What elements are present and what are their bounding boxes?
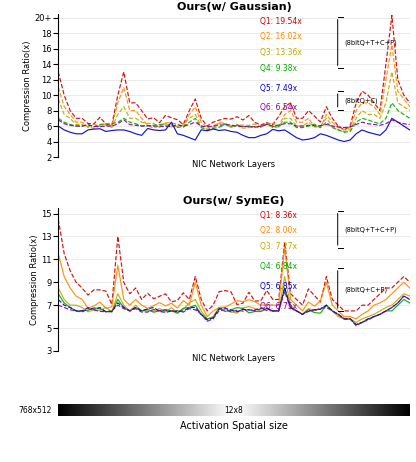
Text: Q1: 8.36x: Q1: 8.36x: [260, 211, 297, 220]
Text: Q6: 6.54x: Q6: 6.54x: [260, 103, 297, 112]
Text: Q4: 6.84x: Q4: 6.84x: [260, 262, 297, 271]
Y-axis label: Compression Ratio(x): Compression Ratio(x): [23, 40, 32, 131]
Text: Q3: 13.36x: Q3: 13.36x: [260, 48, 302, 57]
Text: Q3: 7.27x: Q3: 7.27x: [260, 242, 297, 251]
Text: 12x8: 12x8: [225, 406, 243, 415]
Text: Q1: 19.54x: Q1: 19.54x: [260, 17, 302, 26]
Text: Q5: 6.85x: Q5: 6.85x: [260, 282, 297, 291]
Text: Q2: 8.00x: Q2: 8.00x: [260, 226, 297, 236]
Title: Ours(w/ SymEG): Ours(w/ SymEG): [183, 196, 285, 206]
Text: (8bitQ+C): (8bitQ+C): [345, 97, 379, 103]
Text: (8bitQ+C+P): (8bitQ+C+P): [345, 286, 388, 293]
X-axis label: NIC Network Layers: NIC Network Layers: [193, 160, 275, 169]
Title: Ours(w/ Gaussian): Ours(w/ Gaussian): [177, 2, 291, 12]
Text: Q4: 9.38x: Q4: 9.38x: [260, 64, 297, 73]
Text: Q6: 6.75x: Q6: 6.75x: [260, 302, 297, 311]
Text: 768x512: 768x512: [18, 406, 51, 415]
Text: Activation Spatial size: Activation Spatial size: [180, 421, 288, 432]
Text: (8bitQ+T+C+P): (8bitQ+T+C+P): [345, 226, 397, 232]
Text: Q5: 7.49x: Q5: 7.49x: [260, 84, 297, 93]
Y-axis label: Compression Ratio(x): Compression Ratio(x): [30, 234, 39, 325]
X-axis label: NIC Network Layers: NIC Network Layers: [193, 354, 275, 363]
Text: Q2: 16.02x: Q2: 16.02x: [260, 32, 302, 42]
Text: (8bitQ+T+C+P): (8bitQ+T+C+P): [345, 39, 397, 46]
